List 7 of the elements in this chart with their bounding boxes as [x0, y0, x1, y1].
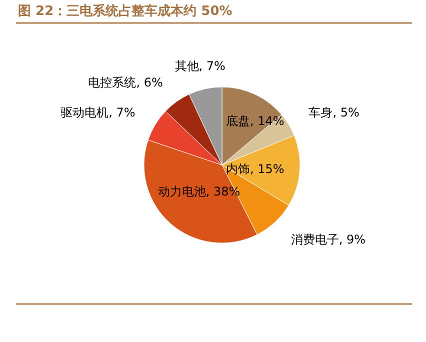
slice-label: 其他, 7%	[174, 58, 226, 73]
slice-label: 电控系统, 6%	[88, 76, 163, 90]
slice-label: 消费电子, 9%	[290, 232, 366, 246]
slice-label: 内饰, 15%	[226, 162, 284, 176]
chart-title: 图 22：三电系统占整车成本约 50%	[18, 3, 232, 19]
slice-label: 驱动电机, 7%	[60, 105, 136, 120]
slice-label: 车身, 5%	[308, 105, 360, 120]
